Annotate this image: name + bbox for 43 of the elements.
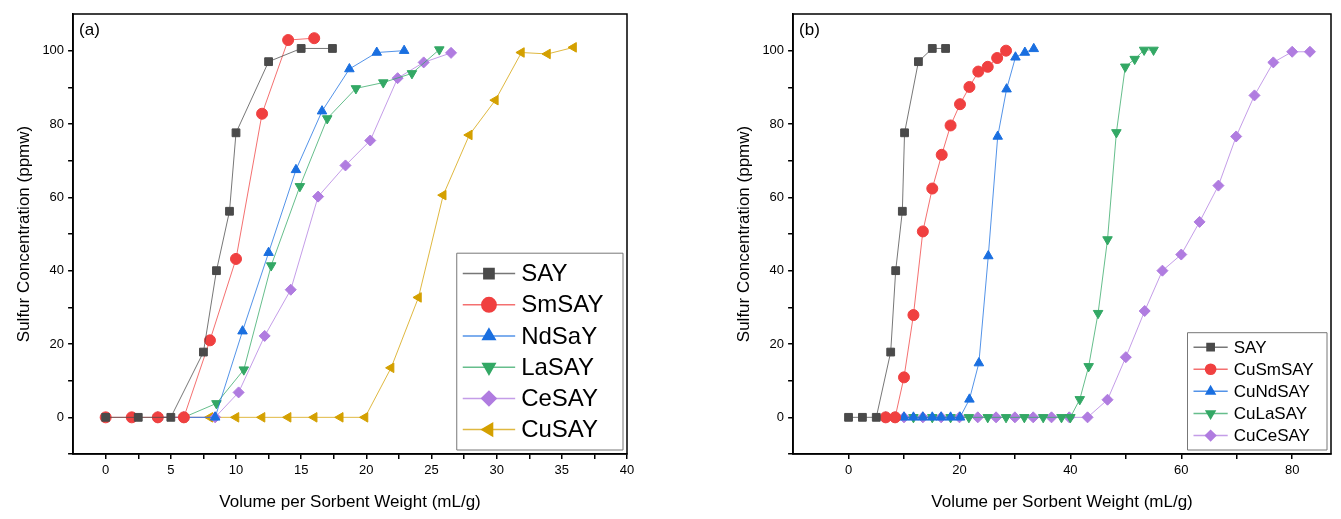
- x-tick-label: 20: [359, 462, 374, 478]
- legend-label: CuSAY: [521, 415, 599, 443]
- x-tick-label: 40: [1063, 462, 1078, 478]
- x-tick-label: 60: [1174, 462, 1189, 478]
- x-tick-label: 10: [228, 462, 244, 478]
- x-tick-label: 40: [619, 462, 635, 478]
- y-axis-title: Sulfur Concentration (ppmw): [733, 125, 753, 343]
- y-tick-label: 60: [49, 188, 65, 204]
- y-tick-label: 80: [769, 115, 785, 131]
- y-tick-label: 20: [769, 335, 785, 351]
- legend-label: CuSmSAY: [1233, 359, 1314, 379]
- y-tick-label: 40: [769, 262, 785, 278]
- x-tick-label: 20: [952, 462, 967, 478]
- legend-label: NdSaY: [521, 321, 598, 349]
- y-tick-label: 20: [49, 335, 65, 351]
- y-tick-label: 100: [42, 42, 65, 58]
- legend-label: SAY: [521, 259, 568, 287]
- y-tick-label: 60: [769, 188, 785, 204]
- y-tick-label: 0: [56, 408, 65, 424]
- x-axis-title: Volume per Sorbent Weight (mL/g): [219, 492, 481, 512]
- x-tick-label: 80: [1284, 462, 1300, 478]
- x-axis-title: Volume per Sorbent Weight (mL/g): [931, 492, 1193, 512]
- y-tick-label: 40: [49, 262, 65, 278]
- y-tick-label: 80: [49, 115, 65, 131]
- legend-label: SAY: [1233, 337, 1267, 357]
- y-tick-label: 100: [762, 42, 785, 58]
- legend-label: CuLaSAY: [1233, 404, 1308, 424]
- x-tick-label: 0: [844, 462, 853, 478]
- annotation: (a): [79, 20, 100, 40]
- x-tick-label: 0: [102, 462, 110, 478]
- annotation: (b): [799, 20, 820, 40]
- x-tick-label: 35: [554, 462, 570, 478]
- x-tick-label: 30: [489, 462, 504, 478]
- legend-label: CuCeSAY: [1233, 426, 1310, 446]
- x-tick-label: 25: [424, 462, 439, 478]
- y-tick-label: 0: [776, 408, 785, 424]
- x-tick-label: 15: [293, 462, 309, 478]
- legend-label: CuNdSAY: [1233, 382, 1310, 402]
- legend-label: CeSAY: [521, 384, 599, 412]
- legend-label: LaSAY: [521, 352, 595, 380]
- x-tick-label: 5: [167, 462, 175, 478]
- legend-label: SmSAY: [521, 290, 604, 318]
- y-axis-title: Sulfur Concentration (ppmw): [13, 125, 33, 343]
